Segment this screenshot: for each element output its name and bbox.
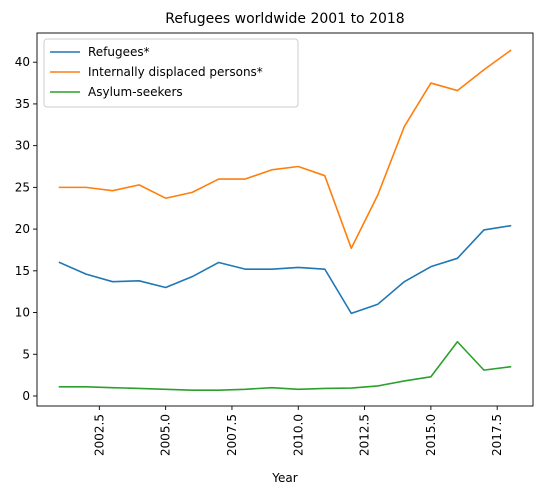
x-axis-title: Year: [271, 471, 297, 485]
x-tick-label: 2005.0: [159, 414, 173, 456]
y-tick-label: 20: [15, 222, 30, 236]
series-line-2: [58, 49, 512, 250]
y-tick-label: 35: [15, 97, 30, 111]
y-tick-label: 40: [15, 55, 30, 69]
chart-title: Refugees worldwide 2001 to 2018: [165, 11, 404, 27]
y-axis: 0 5 10 15 20 25 30 35 40: [15, 55, 37, 403]
y-tick-label: 30: [15, 139, 30, 153]
y-tick-label: 10: [15, 306, 30, 320]
x-tick-label: 2007.5: [225, 414, 239, 456]
x-tick-label: 2002.5: [92, 414, 106, 456]
x-tick-label: 2015.0: [424, 414, 438, 456]
series-line-1: [58, 224, 512, 315]
y-tick-label: 25: [15, 180, 30, 194]
plot-frame: [36, 32, 534, 407]
x-tick-label: 2012.5: [358, 414, 372, 456]
series-lines: [58, 49, 512, 391]
x-axis: 2002.5 2005.0 2007.5 2010.0 2012.5 2015.0 2017…: [92, 406, 504, 456]
y-tick-label: 0: [22, 389, 30, 403]
x-tick-label: 2010.0: [291, 414, 305, 456]
legend-box: [43, 38, 299, 108]
series-line-3: [58, 340, 512, 391]
legend-label: Internally displaced persons*: [88, 65, 263, 79]
y-tick-label: 5: [22, 347, 30, 361]
y-tick-label: 15: [15, 264, 30, 278]
legend-label: Asylum-seekers: [88, 85, 183, 99]
legend: Refugees* Internally displaced persons* As…: [43, 38, 299, 108]
x-tick-label: 2017.5: [490, 414, 504, 456]
legend-label: Refugees*: [88, 45, 150, 59]
